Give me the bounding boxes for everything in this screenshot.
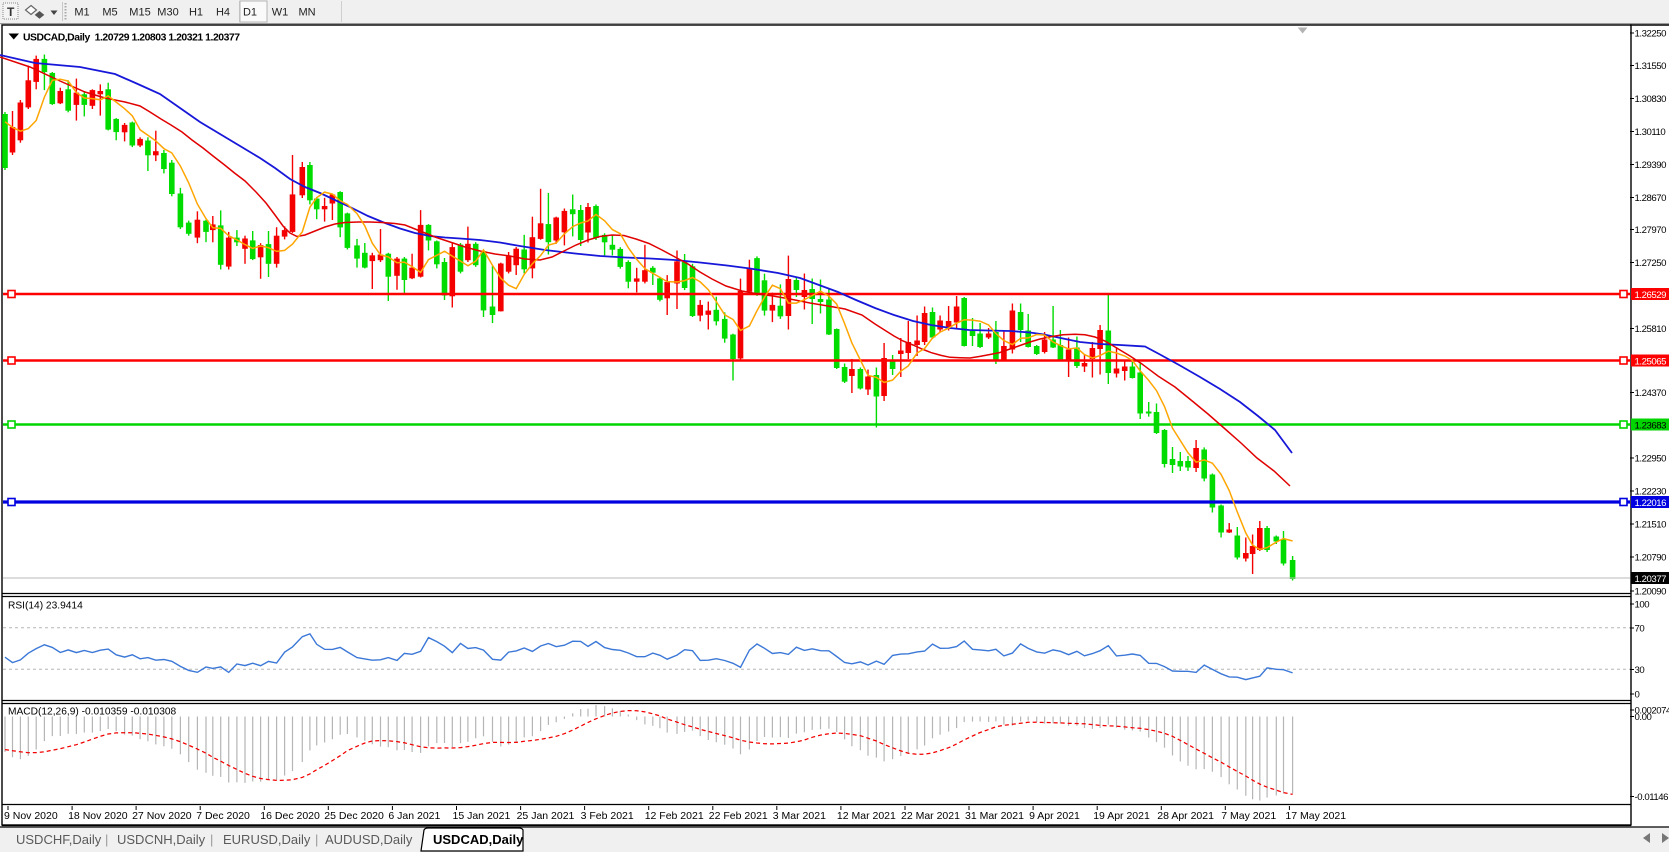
svg-text:D1: D1 — [243, 7, 257, 19]
svg-text:1.20790: 1.20790 — [1635, 553, 1667, 564]
svg-text:12 Feb 2021: 12 Feb 2021 — [645, 810, 704, 822]
svg-text:70: 70 — [1635, 624, 1645, 635]
svg-text:M5: M5 — [102, 7, 117, 19]
svg-text:AUDUSD,Daily: AUDUSD,Daily — [325, 832, 413, 847]
svg-text:3 Mar 2021: 3 Mar 2021 — [773, 810, 826, 822]
svg-text:6 Jan 2021: 6 Jan 2021 — [388, 810, 440, 822]
svg-text:USDCHF,Daily: USDCHF,Daily — [16, 832, 102, 847]
svg-text:-0.01146: -0.01146 — [1635, 792, 1669, 803]
svg-text:1.24370: 1.24370 — [1635, 388, 1667, 399]
svg-text:M30: M30 — [157, 7, 178, 19]
svg-text:1.30110: 1.30110 — [1635, 127, 1666, 138]
svg-text:22 Feb 2021: 22 Feb 2021 — [709, 810, 768, 822]
svg-text:1.32250: 1.32250 — [1635, 29, 1667, 40]
svg-text:1.21510: 1.21510 — [1635, 520, 1667, 531]
svg-text:31 Mar 2021: 31 Mar 2021 — [965, 810, 1024, 822]
svg-text:0: 0 — [1635, 690, 1640, 701]
svg-text:USDCAD,Daily: USDCAD,Daily — [433, 832, 524, 847]
svg-text:1.22016: 1.22016 — [1635, 498, 1667, 509]
svg-text:19 Apr 2021: 19 Apr 2021 — [1093, 810, 1150, 822]
svg-text:1.25810: 1.25810 — [1635, 324, 1667, 335]
svg-text:25 Dec 2020: 25 Dec 2020 — [324, 810, 384, 822]
svg-text:W1: W1 — [272, 7, 289, 19]
svg-text:7 May 2021: 7 May 2021 — [1221, 810, 1276, 822]
svg-text:M15: M15 — [129, 7, 150, 19]
svg-text:30: 30 — [1635, 665, 1645, 676]
svg-text:RSI(14) 23.9414: RSI(14) 23.9414 — [8, 601, 83, 612]
svg-text:1.28670: 1.28670 — [1635, 193, 1667, 204]
svg-text:1.22950: 1.22950 — [1635, 454, 1667, 465]
svg-text:EURUSD,Daily: EURUSD,Daily — [223, 832, 311, 847]
svg-text:1.27970: 1.27970 — [1635, 225, 1667, 236]
svg-text:1.22230: 1.22230 — [1635, 487, 1667, 498]
svg-text:3 Feb 2021: 3 Feb 2021 — [581, 810, 634, 822]
svg-text:MACD(12,26,9) -0.010359 -0.010: MACD(12,26,9) -0.010359 -0.010308 — [8, 707, 177, 718]
svg-text:M1: M1 — [74, 7, 89, 19]
svg-text:USDCNH,Daily: USDCNH,Daily — [117, 832, 206, 847]
svg-text:1.23683: 1.23683 — [1635, 420, 1667, 431]
svg-text:22 Mar 2021: 22 Mar 2021 — [901, 810, 960, 822]
svg-text:USDCAD,Daily 1.20729 1.20803: USDCAD,Daily 1.20729 1.20803 1.20321 1.2… — [23, 33, 240, 44]
svg-text:9 Apr 2021: 9 Apr 2021 — [1029, 810, 1080, 822]
svg-text:7 Dec 2020: 7 Dec 2020 — [196, 810, 250, 822]
svg-text:T: T — [7, 5, 15, 19]
svg-text:9 Nov 2020: 9 Nov 2020 — [4, 810, 58, 822]
svg-text:17 May 2021: 17 May 2021 — [1285, 810, 1346, 822]
svg-text:1.29390: 1.29390 — [1635, 160, 1667, 171]
svg-text:H1: H1 — [189, 7, 203, 19]
svg-text:1.26529: 1.26529 — [1635, 290, 1667, 301]
svg-text:|: | — [315, 832, 318, 847]
svg-text:|: | — [105, 832, 108, 847]
svg-text:100: 100 — [1635, 600, 1650, 611]
svg-text:25 Jan 2021: 25 Jan 2021 — [517, 810, 575, 822]
svg-text:1.30830: 1.30830 — [1635, 94, 1667, 105]
svg-text:27 Nov 2020: 27 Nov 2020 — [132, 810, 192, 822]
svg-text:18 Nov 2020: 18 Nov 2020 — [68, 810, 128, 822]
svg-text:0.002074: 0.002074 — [1635, 706, 1669, 717]
svg-text:|: | — [210, 832, 213, 847]
svg-text:H4: H4 — [216, 7, 230, 19]
svg-text:12 Mar 2021: 12 Mar 2021 — [837, 810, 896, 822]
svg-text:1.20377: 1.20377 — [1635, 574, 1667, 585]
svg-text:28 Apr 2021: 28 Apr 2021 — [1157, 810, 1214, 822]
svg-text:0.00: 0.00 — [1635, 712, 1652, 723]
svg-text:1.20090: 1.20090 — [1635, 587, 1667, 598]
svg-text:15 Jan 2021: 15 Jan 2021 — [453, 810, 511, 822]
svg-text:1.31550: 1.31550 — [1635, 61, 1667, 72]
svg-text:1.27250: 1.27250 — [1635, 258, 1667, 269]
svg-text:1.25065: 1.25065 — [1635, 356, 1667, 367]
svg-text:16 Dec 2020: 16 Dec 2020 — [260, 810, 320, 822]
svg-text:MN: MN — [298, 7, 315, 19]
